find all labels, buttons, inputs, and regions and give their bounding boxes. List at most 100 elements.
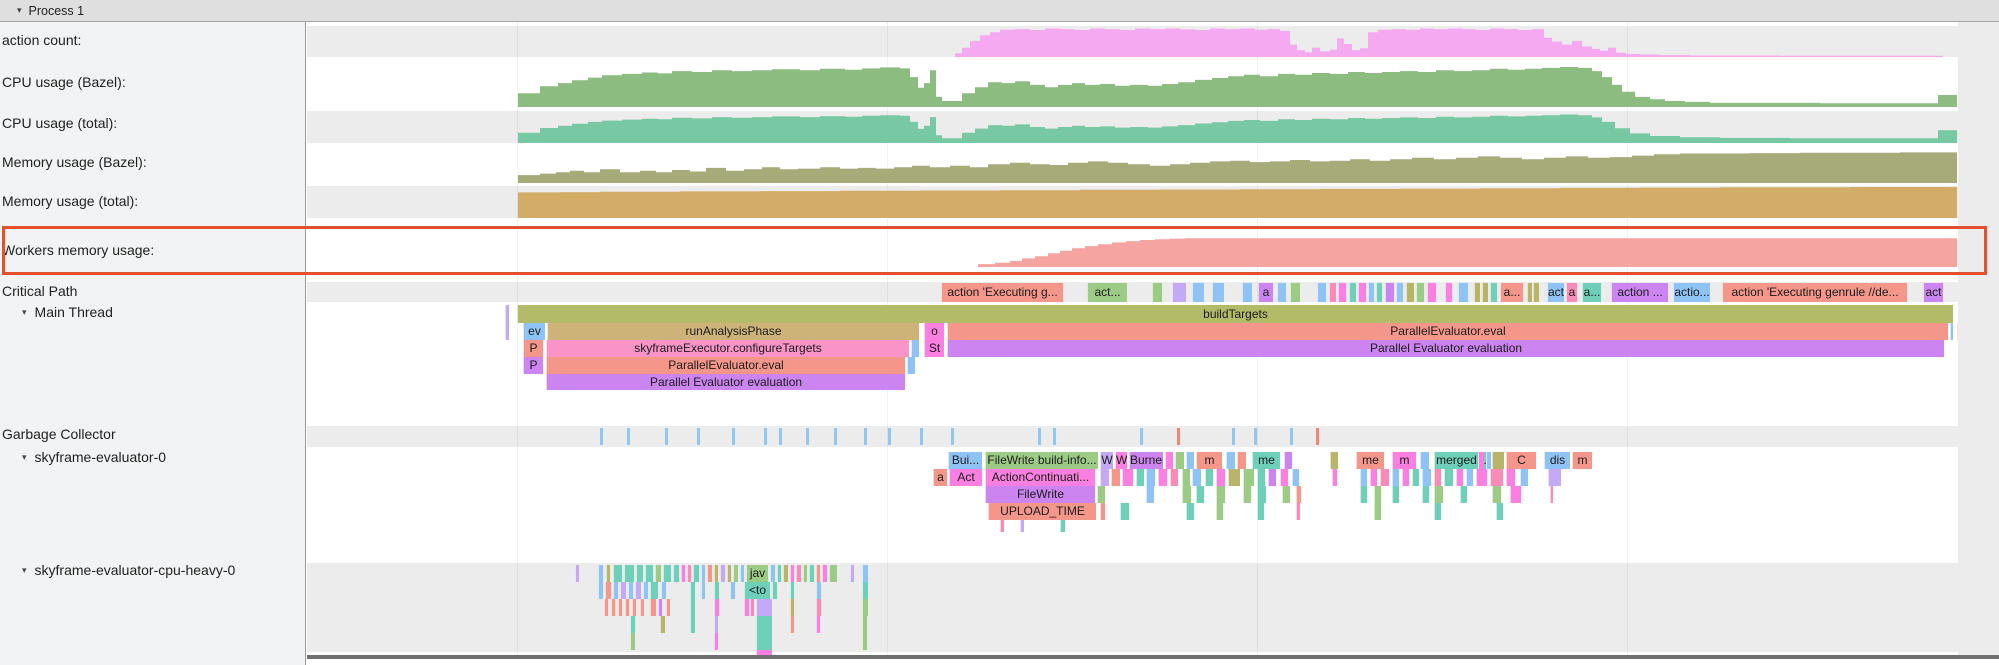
gc-tick[interactable]: [732, 428, 735, 445]
skyframe-evaluator-0-row-2-slice[interactable]: [1548, 469, 1561, 486]
critical-path-slice[interactable]: actio...: [1673, 283, 1710, 302]
cpu-heavy-row-1-slice[interactable]: [740, 565, 744, 582]
skyframe-evaluator-0-row-1-slice[interactable]: W: [1115, 452, 1127, 469]
skyframe-evaluator-0-row-1-slice[interactable]: me: [1252, 452, 1280, 469]
skyframe-evaluator-0-row-1-slice[interactable]: me: [1356, 452, 1384, 469]
main-thread-row-3-slice[interactable]: P: [523, 340, 543, 357]
cpu-heavy-row-3-slice[interactable]: [604, 599, 608, 616]
track-label-skyframe-evaluator-cpu-heavy-0[interactable]: ▾ skyframe-evaluator-cpu-heavy-0: [22, 560, 235, 580]
cpu-heavy-row-1-slice[interactable]: [687, 565, 691, 582]
skyframe-evaluator-0-row-2-slice[interactable]: [1476, 469, 1487, 486]
cpu-heavy-row-3-slice[interactable]: [666, 599, 670, 616]
critical-path-slice[interactable]: [1490, 283, 1497, 302]
cpu-heavy-row-5-slice[interactable]: [862, 633, 867, 650]
skyframe-evaluator-0-row-2-slice[interactable]: [1402, 469, 1409, 486]
skyframe-evaluator-0-row-4-slice[interactable]: [1100, 503, 1105, 520]
gc-tick[interactable]: [1232, 428, 1235, 445]
skyframe-evaluator-0-row-2-slice[interactable]: [1192, 469, 1201, 486]
skyframe-evaluator-0-row-3-slice[interactable]: [1243, 486, 1251, 503]
skyframe-evaluator-0-row-5-slice[interactable]: [1000, 520, 1004, 532]
cpu-heavy-row-1-slice[interactable]: [816, 565, 820, 582]
cpu-heavy-row-1-slice[interactable]: [770, 565, 775, 582]
skyframe-evaluator-0-row-3-slice[interactable]: [1216, 486, 1225, 503]
main-thread-row-4-slice[interactable]: ParallelEvaluator.eval: [546, 357, 905, 374]
counter-workers-memory-usage[interactable]: [978, 238, 1957, 267]
main-thread-row-4-slice[interactable]: [907, 357, 915, 374]
cpu-heavy-row-1-slice[interactable]: [681, 565, 685, 582]
skyframe-evaluator-0-row-1-slice[interactable]: dis: [1544, 452, 1570, 469]
cpu-heavy-row-2-slice[interactable]: [613, 582, 618, 599]
skyframe-evaluator-0-row-3-slice[interactable]: [1360, 486, 1367, 503]
critical-path-slice[interactable]: act: [1923, 283, 1943, 302]
skyframe-evaluator-0-row-1-slice[interactable]: W: [1100, 452, 1113, 469]
cpu-heavy-row-2-slice[interactable]: [650, 582, 658, 599]
skyframe-evaluator-0-row-1-slice[interactable]: [1186, 452, 1194, 469]
cpu-heavy-row-2-slice[interactable]: [790, 582, 794, 599]
skyframe-evaluator-0-row-1-slice[interactable]: [1165, 452, 1173, 469]
gc-tick[interactable]: [1254, 428, 1257, 445]
timeline-canvas[interactable]: action 'Executing g... act... a a... act a a..…: [307, 22, 1999, 665]
critical-path-slice[interactable]: [1317, 283, 1326, 302]
skyframe-evaluator-0-row-3-slice[interactable]: [1257, 486, 1266, 503]
cpu-heavy-row-3-slice[interactable]: [625, 599, 629, 616]
cpu-heavy-row-1-slice[interactable]: [714, 565, 718, 582]
skyframe-evaluator-0-row-3-slice[interactable]: [1510, 486, 1521, 503]
cpu-heavy-row-2-slice[interactable]: [862, 582, 868, 599]
skyframe-evaluator-0-row-4-slice[interactable]: [1296, 503, 1300, 520]
counter-cpu-usage-bazel[interactable]: [518, 67, 1957, 107]
cpu-heavy-row-6-slice[interactable]: [756, 650, 772, 657]
critical-path-slice[interactable]: [1338, 283, 1346, 302]
gc-tick[interactable]: [665, 428, 668, 445]
gc-tick[interactable]: [600, 428, 603, 445]
counter-memory-usage-bazel[interactable]: [518, 152, 1957, 183]
skyframe-evaluator-0-row-4-slice[interactable]: [1216, 503, 1223, 520]
cpu-heavy-row-2-slice[interactable]: [635, 582, 641, 599]
cpu-heavy-row-1-slice[interactable]: [598, 565, 603, 582]
main-thread-row-1-slice[interactable]: buildTargets: [517, 305, 1953, 323]
gc-tick[interactable]: [1053, 428, 1056, 445]
gc-tick[interactable]: [951, 428, 954, 445]
skyframe-evaluator-0-row-1-slice[interactable]: Bui...: [948, 452, 982, 469]
gc-tick[interactable]: [1290, 428, 1293, 445]
cpu-heavy-row-1-slice[interactable]: jav: [746, 565, 768, 582]
cpu-heavy-row-3-slice[interactable]: [632, 599, 636, 616]
gc-tick[interactable]: [806, 428, 809, 445]
skyframe-evaluator-0-row-2-slice[interactable]: [1506, 469, 1515, 486]
skyframe-evaluator-0-row-4-slice[interactable]: [1120, 503, 1129, 520]
skyframe-evaluator-0-row-3-slice[interactable]: [1374, 486, 1381, 503]
cpu-heavy-row-2-slice[interactable]: [701, 582, 705, 599]
critical-path-slice[interactable]: a: [1566, 283, 1577, 302]
critical-path-slice[interactable]: [1445, 283, 1452, 302]
cpu-heavy-row-5-slice[interactable]: [756, 633, 772, 650]
critical-path-slice[interactable]: action 'Executing genrule //de...: [1722, 283, 1907, 302]
counter-charts[interactable]: [307, 22, 1999, 665]
skyframe-evaluator-0-row-2-slice[interactable]: [1456, 469, 1463, 486]
skyframe-evaluator-0-row-3-slice[interactable]: [1460, 486, 1467, 503]
skyframe-evaluator-0-row-1-slice[interactable]: [1330, 452, 1338, 469]
skyframe-evaluator-0-row-2-slice[interactable]: [1268, 469, 1276, 486]
skyframe-evaluator-0-row-3-slice[interactable]: [1146, 486, 1154, 503]
cpu-heavy-row-2-slice[interactable]: [605, 582, 611, 599]
skyframe-evaluator-0-row-2-slice[interactable]: [1434, 469, 1441, 486]
gc-tick[interactable]: [888, 428, 891, 445]
skyframe-evaluator-0-row-1-slice[interactable]: [1226, 452, 1235, 469]
main-thread-row-5-slice[interactable]: Parallel Evaluator evaluation: [546, 374, 905, 390]
main-thread-row-1-slice[interactable]: [505, 305, 509, 323]
cpu-heavy-row-2-slice[interactable]: [598, 582, 603, 599]
skyframe-evaluator-0-row-1-slice[interactable]: [1237, 452, 1246, 469]
cpu-heavy-row-2-slice[interactable]: [620, 582, 626, 599]
critical-path-slice[interactable]: act...: [1087, 283, 1127, 302]
skyframe-evaluator-0-row-1-slice[interactable]: [1420, 452, 1429, 469]
skyframe-evaluator-0-row-5-slice[interactable]: [1060, 520, 1065, 532]
main-thread-row-3-slice[interactable]: skyframeExecutor.configureTargets: [546, 340, 909, 357]
critical-path-slice[interactable]: [1427, 283, 1436, 302]
cpu-heavy-row-1-slice[interactable]: [850, 565, 854, 582]
skyframe-evaluator-0-row-1-slice[interactable]: C: [1506, 452, 1536, 469]
cpu-heavy-row-4-slice[interactable]: [714, 616, 718, 633]
gc-tick-red[interactable]: [1316, 428, 1319, 445]
collapse-arrow-icon[interactable]: ▾: [22, 307, 27, 317]
cpu-heavy-row-1-slice[interactable]: [822, 565, 827, 582]
critical-path-slice[interactable]: [1290, 283, 1300, 302]
cpu-heavy-row-2-slice[interactable]: [816, 582, 821, 599]
critical-path-slice[interactable]: [1396, 283, 1403, 302]
